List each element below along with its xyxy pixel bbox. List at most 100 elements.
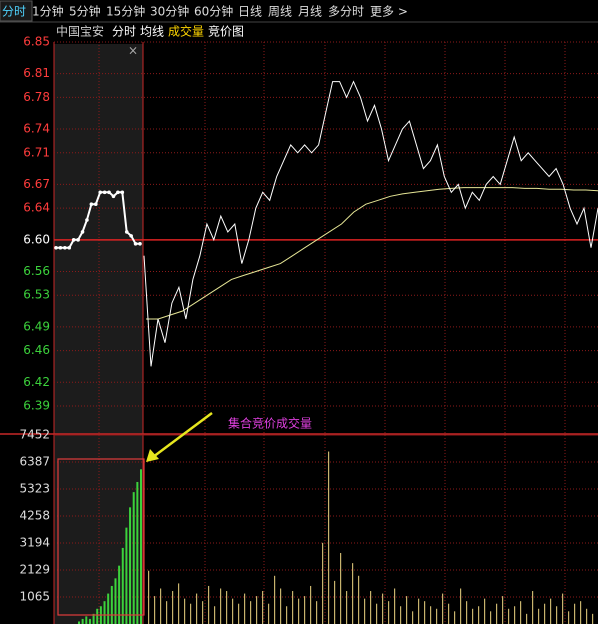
volume-bar: [556, 606, 558, 624]
volume-bar: [196, 593, 198, 624]
volume-bar: [466, 601, 468, 624]
volume-bar: [544, 603, 546, 624]
header-item[interactable]: 分时: [112, 25, 136, 39]
auction-volume-bar: [88, 618, 91, 624]
header-item[interactable]: 均线: [140, 25, 164, 39]
auction-point: [54, 245, 58, 250]
auction-point: [76, 238, 80, 242]
volume-bar: [238, 603, 240, 624]
volume-bar: [274, 575, 276, 624]
close-icon[interactable]: ×: [128, 44, 138, 58]
auction-point: [111, 194, 116, 199]
volume-bar: [448, 603, 450, 624]
volume-bar: [520, 601, 522, 624]
header-item[interactable]: 成交量: [168, 24, 204, 39]
auction-point: [138, 241, 142, 246]
y-tick-label: 6.74: [23, 122, 50, 136]
auction-point: [102, 190, 107, 195]
volume-bar: [154, 596, 156, 624]
auction-point: [120, 190, 125, 195]
volume-bar: [250, 601, 252, 624]
y-tick-label: 6.67: [23, 177, 50, 191]
volume-bar: [532, 591, 534, 624]
header-item[interactable]: 竞价图: [208, 25, 244, 39]
volume-bar: [550, 598, 552, 624]
volume-bar: [208, 585, 210, 624]
auction-volume-bar: [110, 585, 113, 624]
volume-bar: [286, 606, 288, 624]
volume-bar: [418, 598, 420, 624]
volume-bar: [442, 593, 444, 624]
volume-bar: [280, 588, 282, 624]
volume-bar: [460, 588, 462, 624]
toolbar-tab[interactable]: 1分钟: [32, 4, 64, 19]
auction-point: [124, 230, 129, 234]
toolbar-tab[interactable]: 5分钟: [69, 4, 101, 19]
y-tick-label: 6.39: [23, 399, 50, 413]
auction-volume-bar: [96, 608, 99, 624]
auction-volume-bar: [125, 527, 128, 624]
volume-bar: [526, 613, 528, 624]
y-tick-label: 6.46: [23, 343, 50, 357]
volume-bar: [256, 596, 258, 624]
annotation: 集合竞价成交量: [228, 416, 312, 431]
volume-bar: [508, 608, 510, 624]
auction-point: [67, 245, 72, 250]
auction-volume-bar: [78, 621, 80, 624]
auction-point: [107, 190, 111, 195]
active-tab-bg: [0, 0, 33, 22]
volume-bar: [172, 591, 174, 624]
toolbar-tab[interactable]: 分时: [2, 5, 26, 19]
auction-point: [85, 218, 89, 222]
volume-tick-label: 7452: [19, 428, 50, 442]
volume-bar: [388, 601, 390, 624]
toolbar-tab[interactable]: 多分时: [328, 5, 364, 19]
volume-bar: [148, 570, 150, 624]
auction-point: [71, 238, 76, 242]
volume-bar: [184, 598, 186, 624]
volume-bar: [220, 588, 222, 624]
toolbar-tab[interactable]: 月线: [298, 5, 322, 19]
volume-bar: [406, 596, 408, 624]
toolbar-tab[interactable]: 周线: [268, 5, 292, 19]
toolbar-tab[interactable]: 30分钟: [150, 4, 189, 19]
annotation-arrow: [152, 411, 213, 459]
volume-bar: [292, 591, 294, 624]
volume-tick-label: 3194: [19, 535, 50, 549]
y-tick-label: 6.85: [23, 35, 50, 49]
volume-bar: [568, 611, 570, 624]
toolbar-tab[interactable]: 更多 >: [370, 5, 408, 19]
volume-bar: [430, 606, 432, 624]
auction-volume-bar: [92, 613, 95, 624]
volume-bar: [160, 588, 162, 624]
stock-name: 中国宝安: [56, 24, 104, 39]
auction-point: [93, 202, 98, 207]
annotation-arrowhead: [146, 449, 159, 462]
y-tick-label: 6.42: [23, 375, 50, 389]
toolbar-tab[interactable]: 日线: [238, 5, 262, 19]
volume-bar: [574, 603, 576, 624]
volume-bar: [364, 598, 366, 624]
volume-bar: [352, 563, 354, 624]
volume-bar: [562, 593, 564, 624]
volume-bar: [496, 603, 498, 624]
toolbar-tab[interactable]: 60分钟: [194, 4, 233, 19]
volume-bar: [370, 591, 372, 624]
auction-volume-bar: [81, 618, 84, 624]
auction-volume-bar: [136, 481, 139, 624]
volume-bar: [580, 601, 582, 624]
price-line: [143, 80, 598, 367]
y-tick-label: 6.56: [23, 264, 50, 278]
volume-tick-label: 5323: [19, 481, 50, 495]
toolbar-tab[interactable]: 15分钟: [106, 4, 145, 19]
volume-bar: [346, 591, 348, 624]
volume-bar: [382, 593, 384, 624]
volume-bar: [166, 601, 168, 624]
volume-bar: [298, 598, 300, 624]
volume-bar: [376, 603, 378, 624]
volume-bar: [472, 608, 474, 624]
volume-bar: [232, 598, 234, 624]
auction-point: [63, 245, 67, 250]
